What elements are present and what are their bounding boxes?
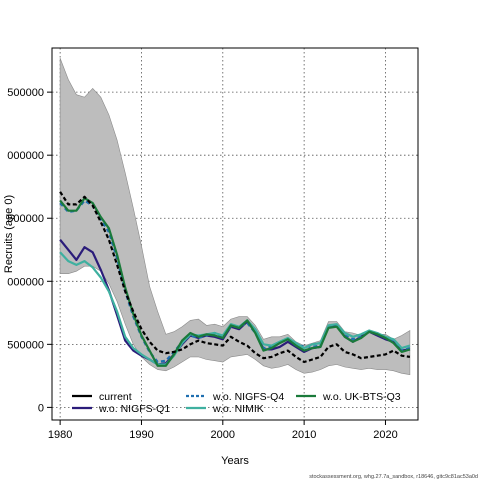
x-tick-label-3: 2010 <box>292 429 316 441</box>
x-tick-label-1: 1990 <box>129 429 153 441</box>
legend-label-4: w.o. UK-BTS-Q3 <box>322 391 401 403</box>
x-axis: 1980 1990 2000 2010 2020 <box>48 420 398 441</box>
legend-label-0: current <box>99 391 132 403</box>
confidence-band <box>59 57 411 375</box>
series-lines <box>59 191 411 367</box>
y-tick-label-1: 500000 <box>7 339 44 351</box>
y-tick-label-2: 000000 <box>7 276 44 288</box>
plot-area <box>51 47 419 421</box>
confidence-band-area <box>59 57 411 375</box>
x-tick-label-2: 2000 <box>211 429 235 441</box>
legend-label-2: w.o. NIGFS-Q4 <box>212 391 284 403</box>
y-axis: 0 500000 000000 500000 000000 500000 <box>7 87 52 414</box>
legend-label-1: w.o. NIGFS-Q1 <box>98 403 170 415</box>
y-axis-title: Recruits (age 0) <box>3 195 15 273</box>
plot-frame <box>51 47 419 421</box>
y-tick-label-5: 500000 <box>7 87 44 99</box>
legend-label-3: w.o. NIMIK <box>212 403 264 415</box>
series-line-4 <box>59 197 411 367</box>
series-line-3 <box>59 251 411 366</box>
y-tick-label-4: 000000 <box>7 150 44 162</box>
footer-note: stockassessment.org, whg.27.7a_sandbox, … <box>309 474 478 480</box>
y-tick-label-3: 500000 <box>7 213 44 225</box>
x-tick-label-0: 1980 <box>48 429 72 441</box>
x-axis-title: Years <box>221 455 249 467</box>
y-tick-label-0: 0 <box>38 402 44 414</box>
x-tick-label-4: 2020 <box>373 429 397 441</box>
